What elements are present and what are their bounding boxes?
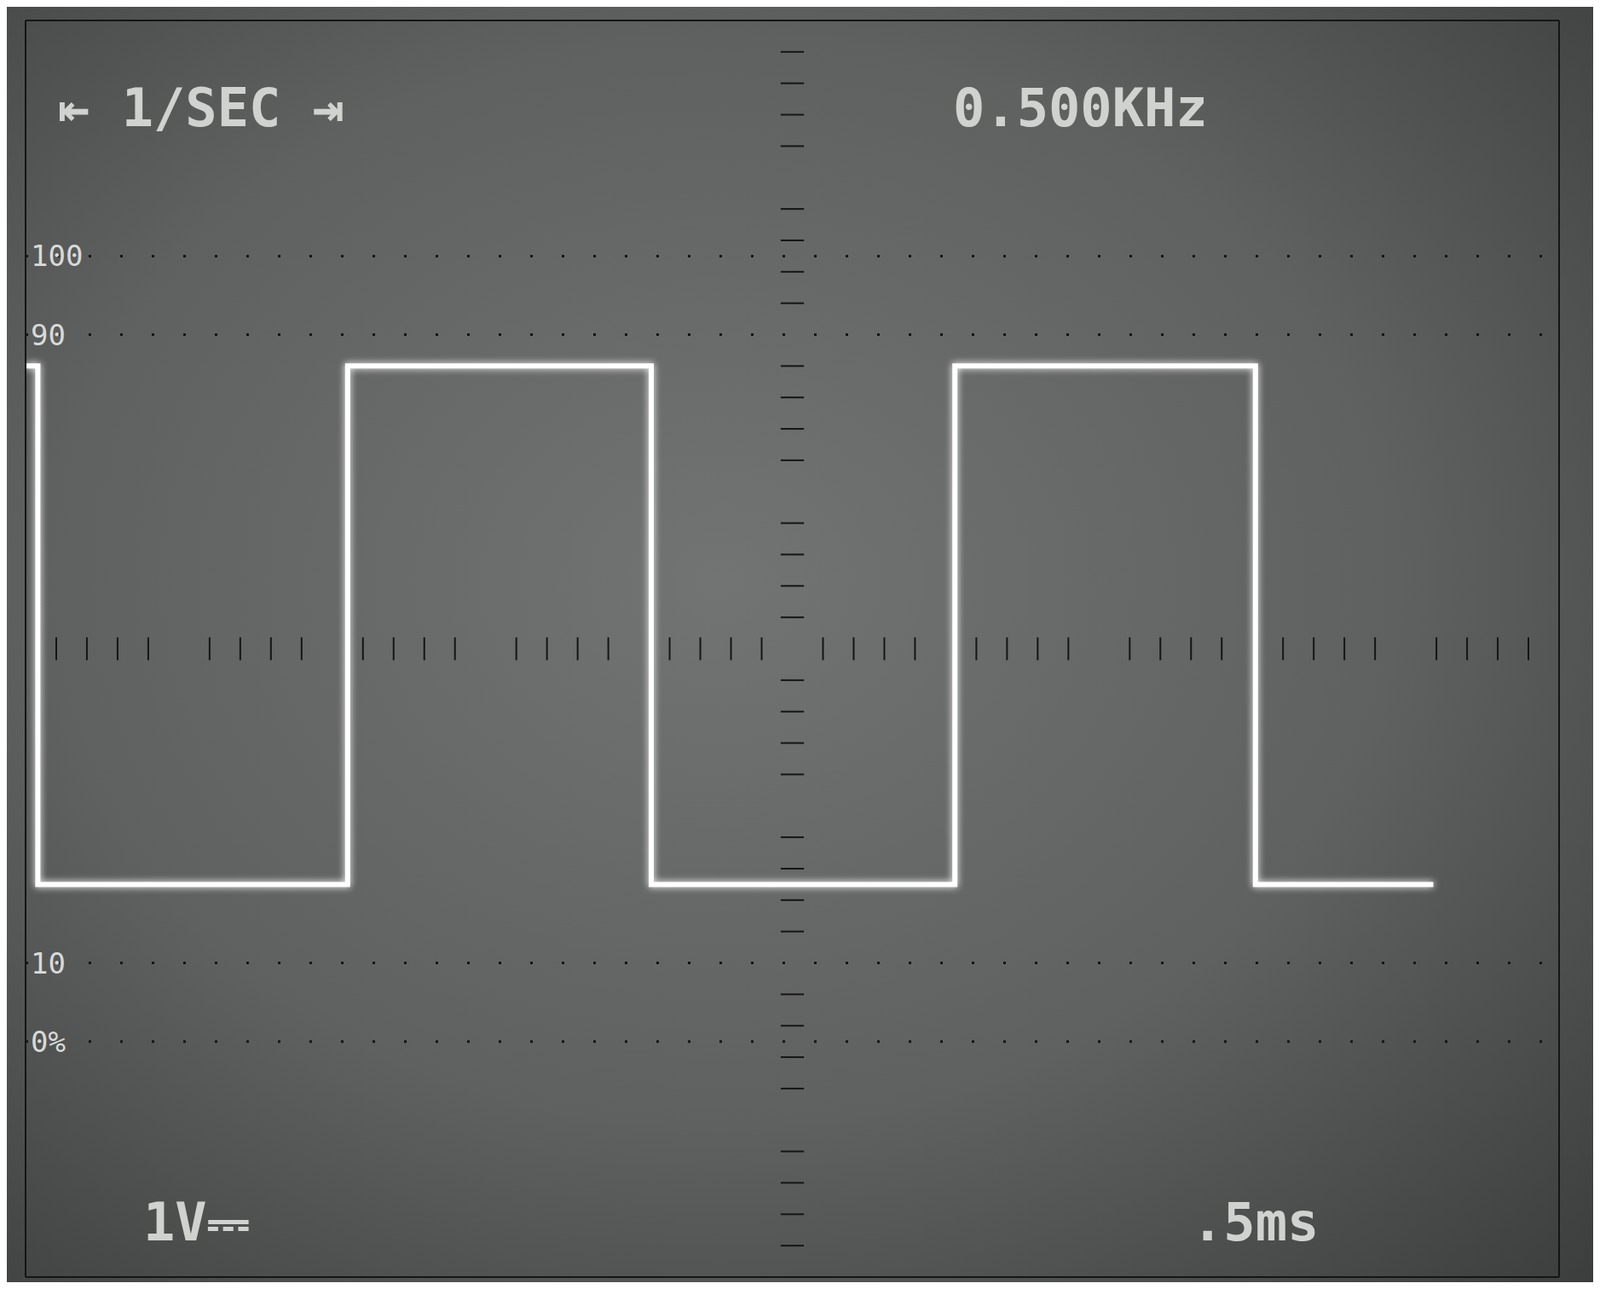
svg-text:10: 10 <box>30 946 66 981</box>
html-text:.5ms: .5ms <box>1191 1190 1319 1254</box>
html-text:0.500KHz: 0.500KHz <box>953 76 1208 139</box>
svg-text:90: 90 <box>30 317 66 353</box>
html-text:⇤ 1/SEC ⇥: ⇤ 1/SEC ⇥ <box>57 76 345 139</box>
svg-text:100: 100 <box>30 238 83 273</box>
html-text:1V⎓: 1V⎓ <box>143 1190 249 1254</box>
svg-text:0%: 0% <box>30 1024 66 1059</box>
